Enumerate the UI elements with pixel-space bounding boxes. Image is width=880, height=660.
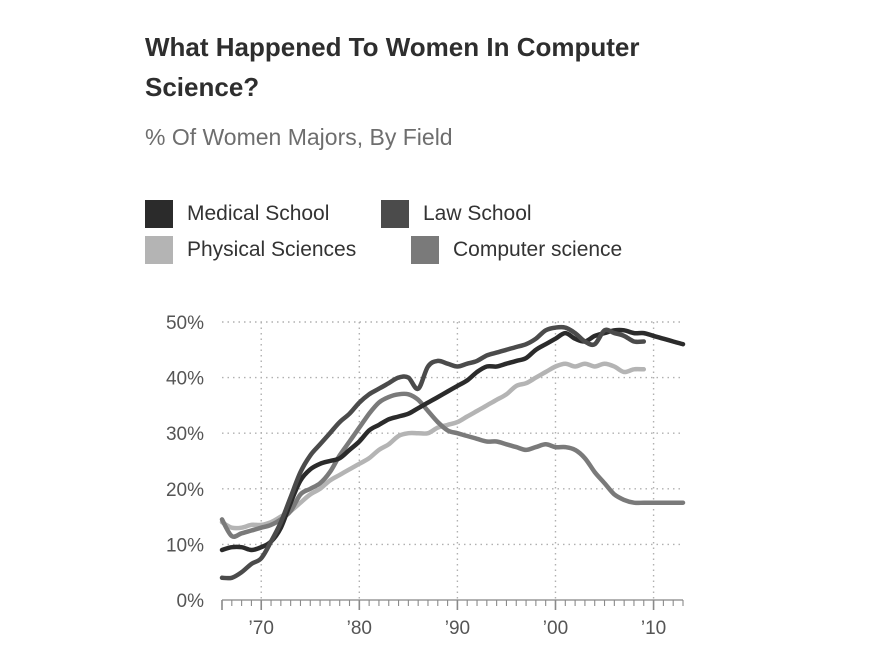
legend-label-law-school: Law School [423, 202, 532, 225]
legend-swatch-computer-science [411, 236, 439, 264]
legend-item-computer-science: Computer science [411, 235, 622, 265]
y-tick-label: 10% [166, 535, 204, 556]
series-line-law-school [219, 324, 647, 581]
series-line-computer-science [219, 391, 686, 540]
y-tick-label: 40% [166, 369, 204, 390]
axes: 0% 10% 20% 30% 40% 50% ’70 ’80 ’90 ’00 ’10 [166, 313, 684, 639]
y-tick-label: 50% [166, 313, 204, 334]
y-tick-label: 0% [177, 591, 205, 612]
grid [222, 321, 683, 600]
legend-item-physical-sciences: Physical Sciences [145, 235, 356, 265]
y-tick-label: 20% [166, 480, 204, 501]
x-tick-label: ’80 [347, 618, 372, 639]
legend-swatch-medical-school [145, 200, 173, 228]
chart-subtitle: % Of Women Majors, By Field [145, 124, 453, 150]
legend-item-medical-school: Medical School [145, 199, 329, 229]
y-tick-label: 30% [166, 424, 204, 445]
x-tick-label: ’00 [543, 618, 568, 639]
chart-title: What Happened To Women In Computer Scien… [145, 32, 640, 102]
legend-label-medical-school: Medical School [187, 202, 330, 225]
x-tick-label: ’90 [445, 618, 470, 639]
series-lines [219, 324, 686, 581]
x-tick-label: ’10 [641, 618, 666, 639]
legend-label-computer-science: Computer science [453, 238, 623, 261]
legend-swatch-law-school [381, 200, 409, 228]
legend-label-physical-sciences: Physical Sciences [187, 238, 357, 261]
x-tick-label: ’70 [249, 618, 274, 639]
legend-item-law-school: Law School [381, 199, 532, 229]
series-line-medical-school [219, 327, 686, 553]
series-line-physical-sciences [219, 361, 647, 531]
legend-swatch-physical-sciences [145, 236, 173, 264]
